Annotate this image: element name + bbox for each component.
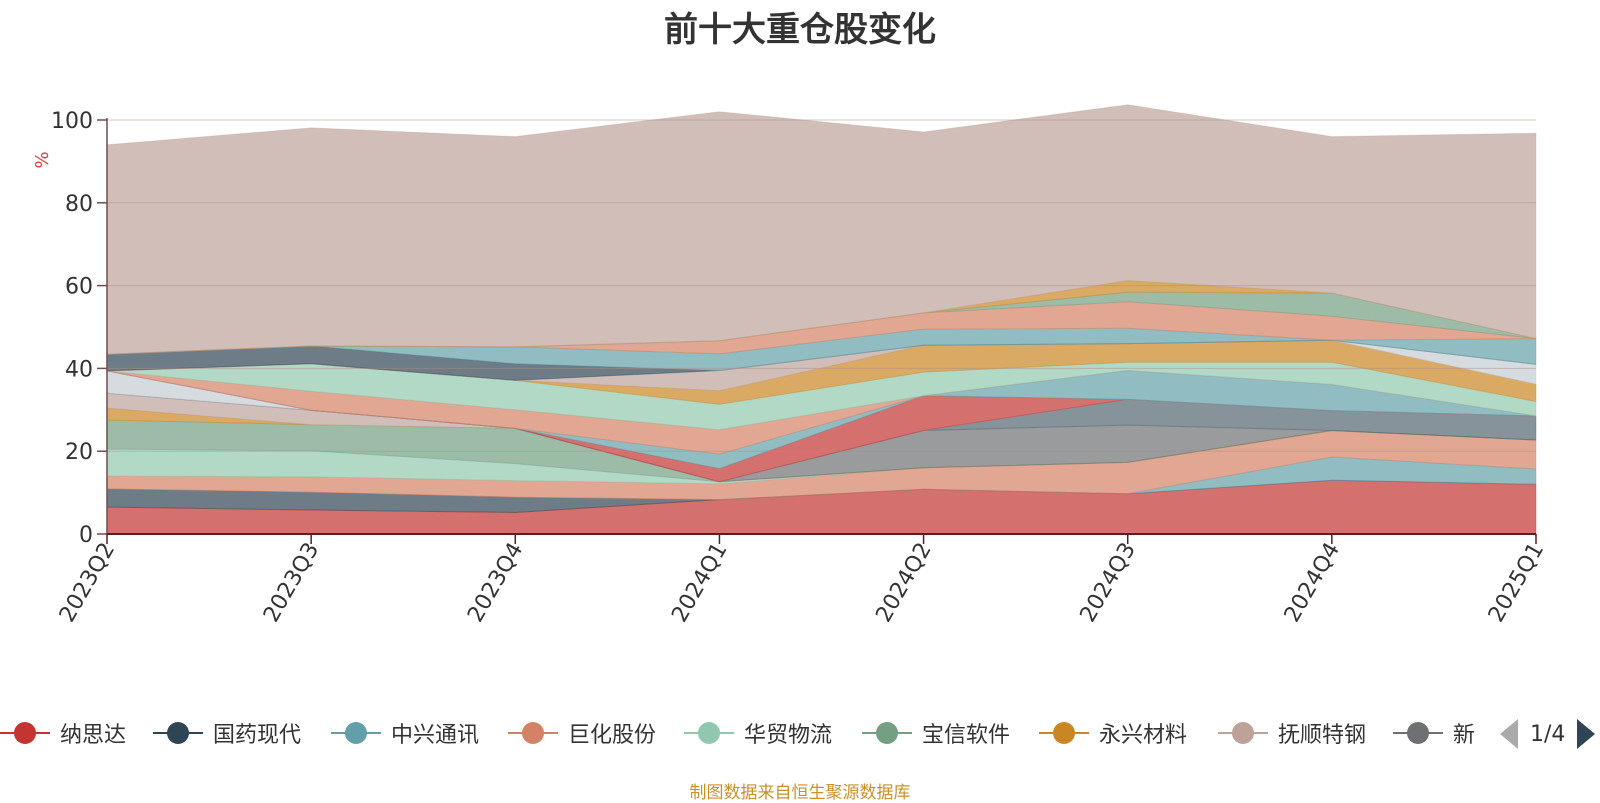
y-axis-unit: % (32, 151, 53, 168)
y-tick-label: 80 (65, 192, 93, 217)
series-area-15 (106, 361, 1537, 431)
source-note: 制图数据来自恒生聚源数据库 (689, 783, 911, 803)
x-tick-label: 2023Q2 (55, 539, 120, 627)
chart-title: 前十大重仓股变化 (664, 10, 936, 50)
x-tick-label: 2025Q1 (1484, 539, 1549, 627)
legend: 纳思达 国药现代 中兴通讯 巨化股份 华贸物流 宝信软件 永兴材料 抚顺特钢 新 1/4 (0, 708, 1600, 760)
x-tick-label: 2023Q3 (259, 539, 324, 627)
legend-label: 中兴通讯 (391, 723, 480, 748)
legend-symbol (331, 708, 381, 758)
gridlines (107, 119, 1536, 452)
legend-dot (522, 722, 544, 744)
y-tick-label: 60 (65, 275, 93, 300)
series-area-5 (106, 429, 1537, 485)
legend-dot (345, 722, 367, 744)
series-area-20 (106, 327, 1537, 372)
legend-label: 华贸物流 (744, 723, 833, 748)
series-area-19 (106, 339, 1537, 381)
y-tick-label: 0 (79, 523, 93, 548)
legend-pager: 1/4 (1500, 718, 1596, 750)
x-tick-label: 2024Q1 (667, 539, 732, 627)
legend-item[interactable]: 新 (1393, 708, 1475, 758)
legend-item[interactable]: 中兴通讯 (331, 708, 479, 758)
legend-dot (1053, 722, 1075, 744)
legend-item[interactable]: 国药现代 (153, 708, 301, 758)
legend-page-indicator: 1/4 (1530, 721, 1566, 747)
legend-label: 国药现代 (213, 723, 302, 748)
legend-label: 巨化股份 (568, 723, 657, 748)
legend-label: 宝信软件 (922, 723, 1011, 748)
y-tick-label: 40 (65, 357, 93, 382)
series-area-8 (106, 392, 1537, 483)
y-tick-label: 100 (51, 109, 93, 134)
series-area-10 (106, 392, 1537, 483)
legend-dot (698, 722, 720, 744)
legend-item[interactable]: 华贸物流 (684, 708, 832, 758)
x-tick-label: 2024Q3 (1076, 539, 1141, 627)
legend-dot (1232, 722, 1254, 744)
series-area-16 (106, 339, 1537, 405)
legend-symbol (0, 708, 50, 758)
legend-next-page-button[interactable] (1577, 719, 1596, 749)
legend-symbol (1393, 708, 1443, 758)
y-tick-label: 20 (65, 440, 93, 465)
legend-symbol (1039, 708, 1089, 758)
stacked-area-chart: 0 20 40 60 80 100 2023Q2 2023Q3 2023Q4 2024Q1 2024… (32, 104, 1549, 627)
series-area-18 (106, 339, 1537, 385)
x-tick-label: 2024Q4 (1280, 539, 1345, 627)
legend-symbol (153, 708, 203, 758)
legend-dot (14, 722, 36, 744)
legend-symbol (862, 708, 912, 758)
legend-label: 抚顺特钢 (1278, 723, 1367, 748)
legend-item[interactable]: 纳思达 (0, 708, 126, 758)
legend-item[interactable]: 巨化股份 (508, 708, 656, 758)
legend-item[interactable]: 宝信软件 (862, 708, 1010, 758)
legend-prev-page-button[interactable] (1500, 719, 1518, 749)
legend-label: 纳思达 (60, 723, 127, 748)
legend-symbol (1218, 708, 1268, 758)
x-tick-label: 2024Q2 (871, 539, 936, 627)
x-tick-label: 2023Q4 (463, 539, 528, 627)
legend-dot (167, 722, 189, 744)
legend-symbol (508, 708, 558, 758)
legend-dot (1407, 722, 1429, 744)
series-areas (106, 104, 1537, 535)
series-area-6 (106, 419, 1537, 483)
legend-symbol (684, 708, 734, 758)
legend-item[interactable]: 永兴材料 (1039, 708, 1187, 758)
legend-label: 新 (1453, 723, 1476, 748)
legend-items: 纳思达 国药现代 中兴通讯 巨化股份 华贸物流 宝信软件 永兴材料 抚顺特钢 新 (0, 708, 1480, 760)
legend-dot (876, 722, 898, 744)
legend-label: 永兴材料 (1099, 723, 1188, 748)
legend-item[interactable]: 抚顺特钢 (1218, 708, 1366, 758)
